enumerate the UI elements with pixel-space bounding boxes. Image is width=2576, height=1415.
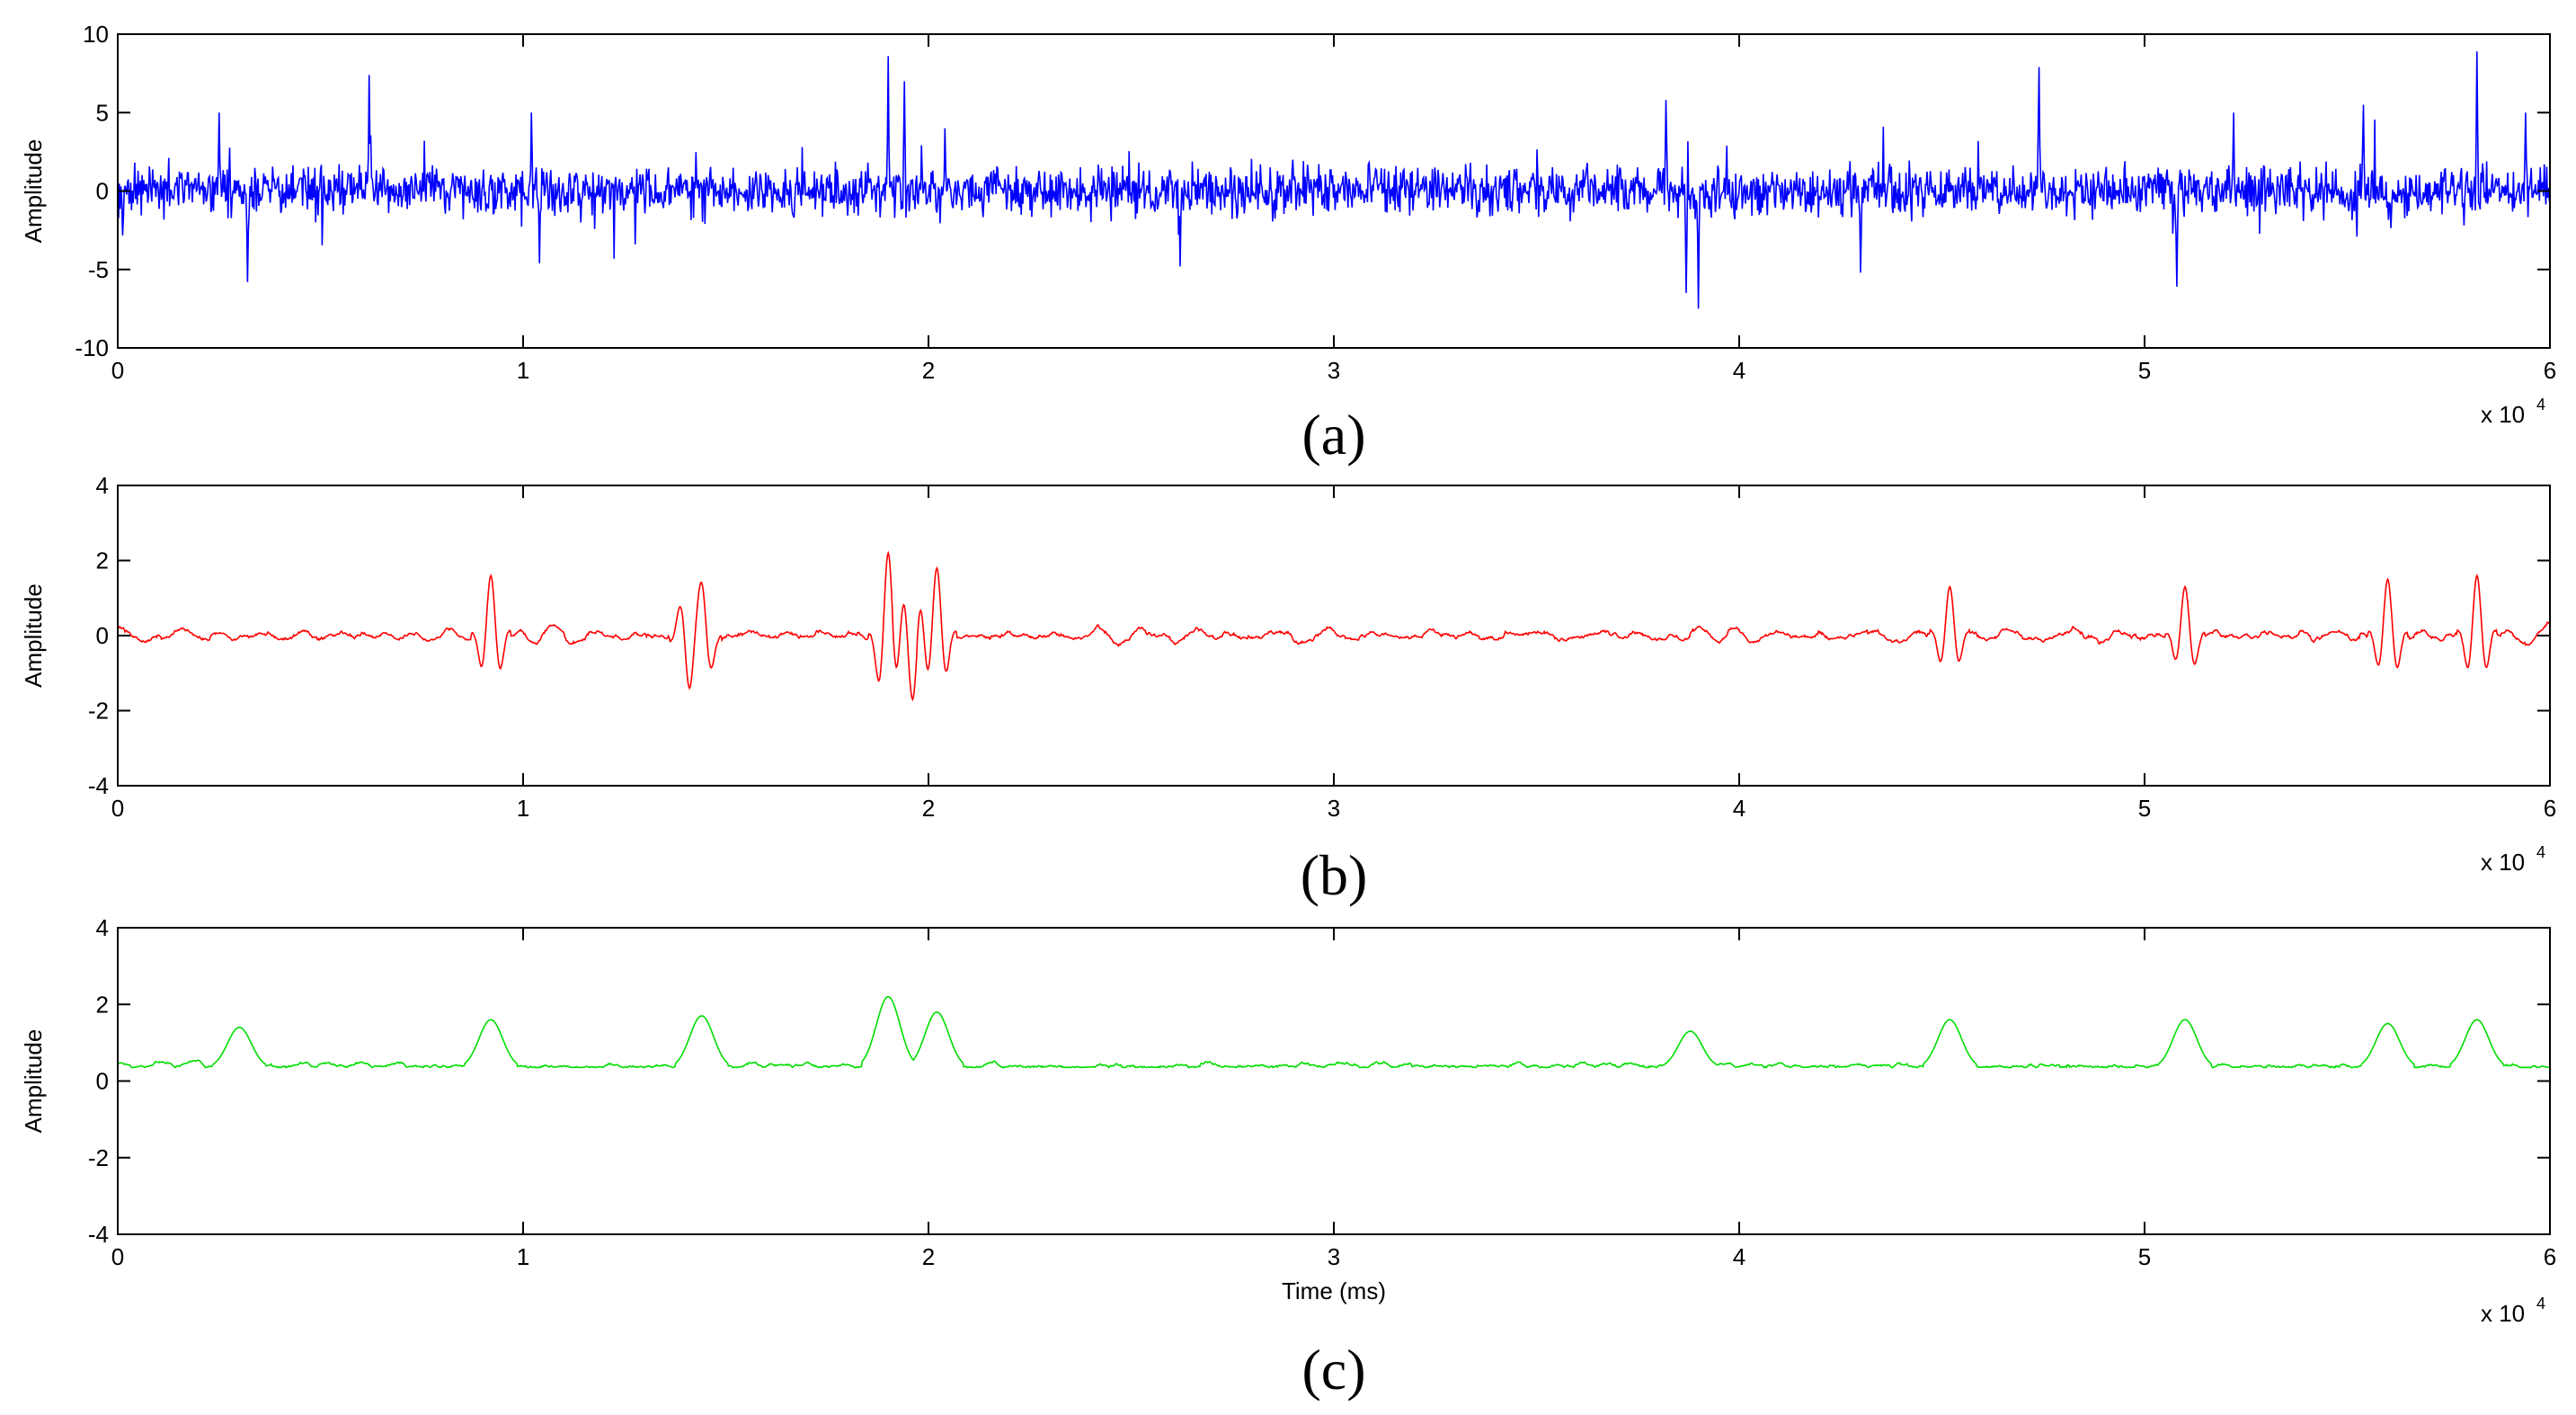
x-tick-label: 0 xyxy=(111,357,124,384)
x-tick-label: 3 xyxy=(1328,1243,1340,1270)
y-tick-label: 0 xyxy=(96,178,109,205)
y-tick-label: -2 xyxy=(88,698,109,725)
axes-frame xyxy=(117,485,2551,787)
x-tick-label: 3 xyxy=(1328,795,1340,822)
x-tick-label: 6 xyxy=(2544,795,2556,822)
series-line-3-1 xyxy=(118,995,2550,1070)
x-tick-label: 6 xyxy=(2544,357,2556,384)
axes-frame xyxy=(117,927,2551,1235)
x-axis-multiplier-exponent: 4 xyxy=(2536,396,2545,414)
x-axis-multiplier-exponent: 4 xyxy=(2536,1295,2545,1313)
series-line-1-1 xyxy=(118,51,2550,309)
y-tick-label: 4 xyxy=(96,472,109,499)
x-axis-multiplier: x 10 xyxy=(2481,1300,2525,1327)
panel-caption: (b) xyxy=(1301,843,1368,907)
chart-panel-2: 0 1 2 3 4 5 6 -4 -2 0 2 4 Amplitude x 10 4 (b) xyxy=(20,472,2556,907)
x-tick-label: 4 xyxy=(1733,1243,1745,1270)
y-tick-label: 0 xyxy=(96,622,109,649)
y-tick-label: -4 xyxy=(88,1221,109,1248)
x-tick-label: 1 xyxy=(517,357,529,384)
x-tick-label: 2 xyxy=(922,795,935,822)
y-tick-label: -2 xyxy=(88,1144,109,1171)
y-tick-label: 4 xyxy=(96,914,109,941)
x-tick-label: 2 xyxy=(922,1243,935,1270)
panel-caption: (c) xyxy=(1301,1338,1365,1402)
x-axis-label: Time (ms) xyxy=(1282,1277,1386,1304)
chart-panel-1: 0 1 2 3 4 5 6 -10 -5 0 5 10 Amplitude x 10 4 (a) xyxy=(20,21,2556,467)
y-tick-label: 2 xyxy=(96,547,109,574)
y-tick-label: 10 xyxy=(83,21,109,48)
x-tick-label: 5 xyxy=(2138,795,2151,822)
y-tick-label: -10 xyxy=(75,334,109,361)
y-tick-label: -5 xyxy=(88,256,109,283)
x-axis-multiplier: x 10 xyxy=(2481,401,2525,428)
x-tick-label: 0 xyxy=(111,1243,124,1270)
x-axis-multiplier-exponent: 4 xyxy=(2536,843,2545,861)
y-axis-label: Amplitude xyxy=(20,1029,47,1134)
x-tick-label: 0 xyxy=(111,795,124,822)
x-tick-label: 2 xyxy=(922,357,935,384)
chart-panel-3: 0 1 2 3 4 5 6 -4 -2 0 2 4 Amplitude Time (ms) x 10 4 (c) xyxy=(20,914,2556,1402)
y-tick-label: 5 xyxy=(96,99,109,126)
x-tick-label: 5 xyxy=(2138,1243,2151,1270)
y-tick-label: 0 xyxy=(96,1068,109,1095)
x-tick-label: 6 xyxy=(2544,1243,2556,1270)
x-axis-multiplier: x 10 xyxy=(2481,849,2525,876)
x-tick-label: 1 xyxy=(517,795,529,822)
y-axis-label: Amplitude xyxy=(20,583,47,688)
panel-caption: (a) xyxy=(1301,403,1365,467)
x-tick-label: 4 xyxy=(1733,795,1745,822)
y-axis-label: Amplitude xyxy=(20,139,47,244)
series-line-2-1 xyxy=(118,550,2550,702)
x-tick-label: 5 xyxy=(2138,357,2151,384)
x-tick-label: 3 xyxy=(1328,357,1340,384)
x-tick-label: 1 xyxy=(517,1243,529,1270)
y-tick-label: -4 xyxy=(88,772,109,799)
x-tick-label: 4 xyxy=(1733,357,1745,384)
y-tick-label: 2 xyxy=(96,991,109,1018)
